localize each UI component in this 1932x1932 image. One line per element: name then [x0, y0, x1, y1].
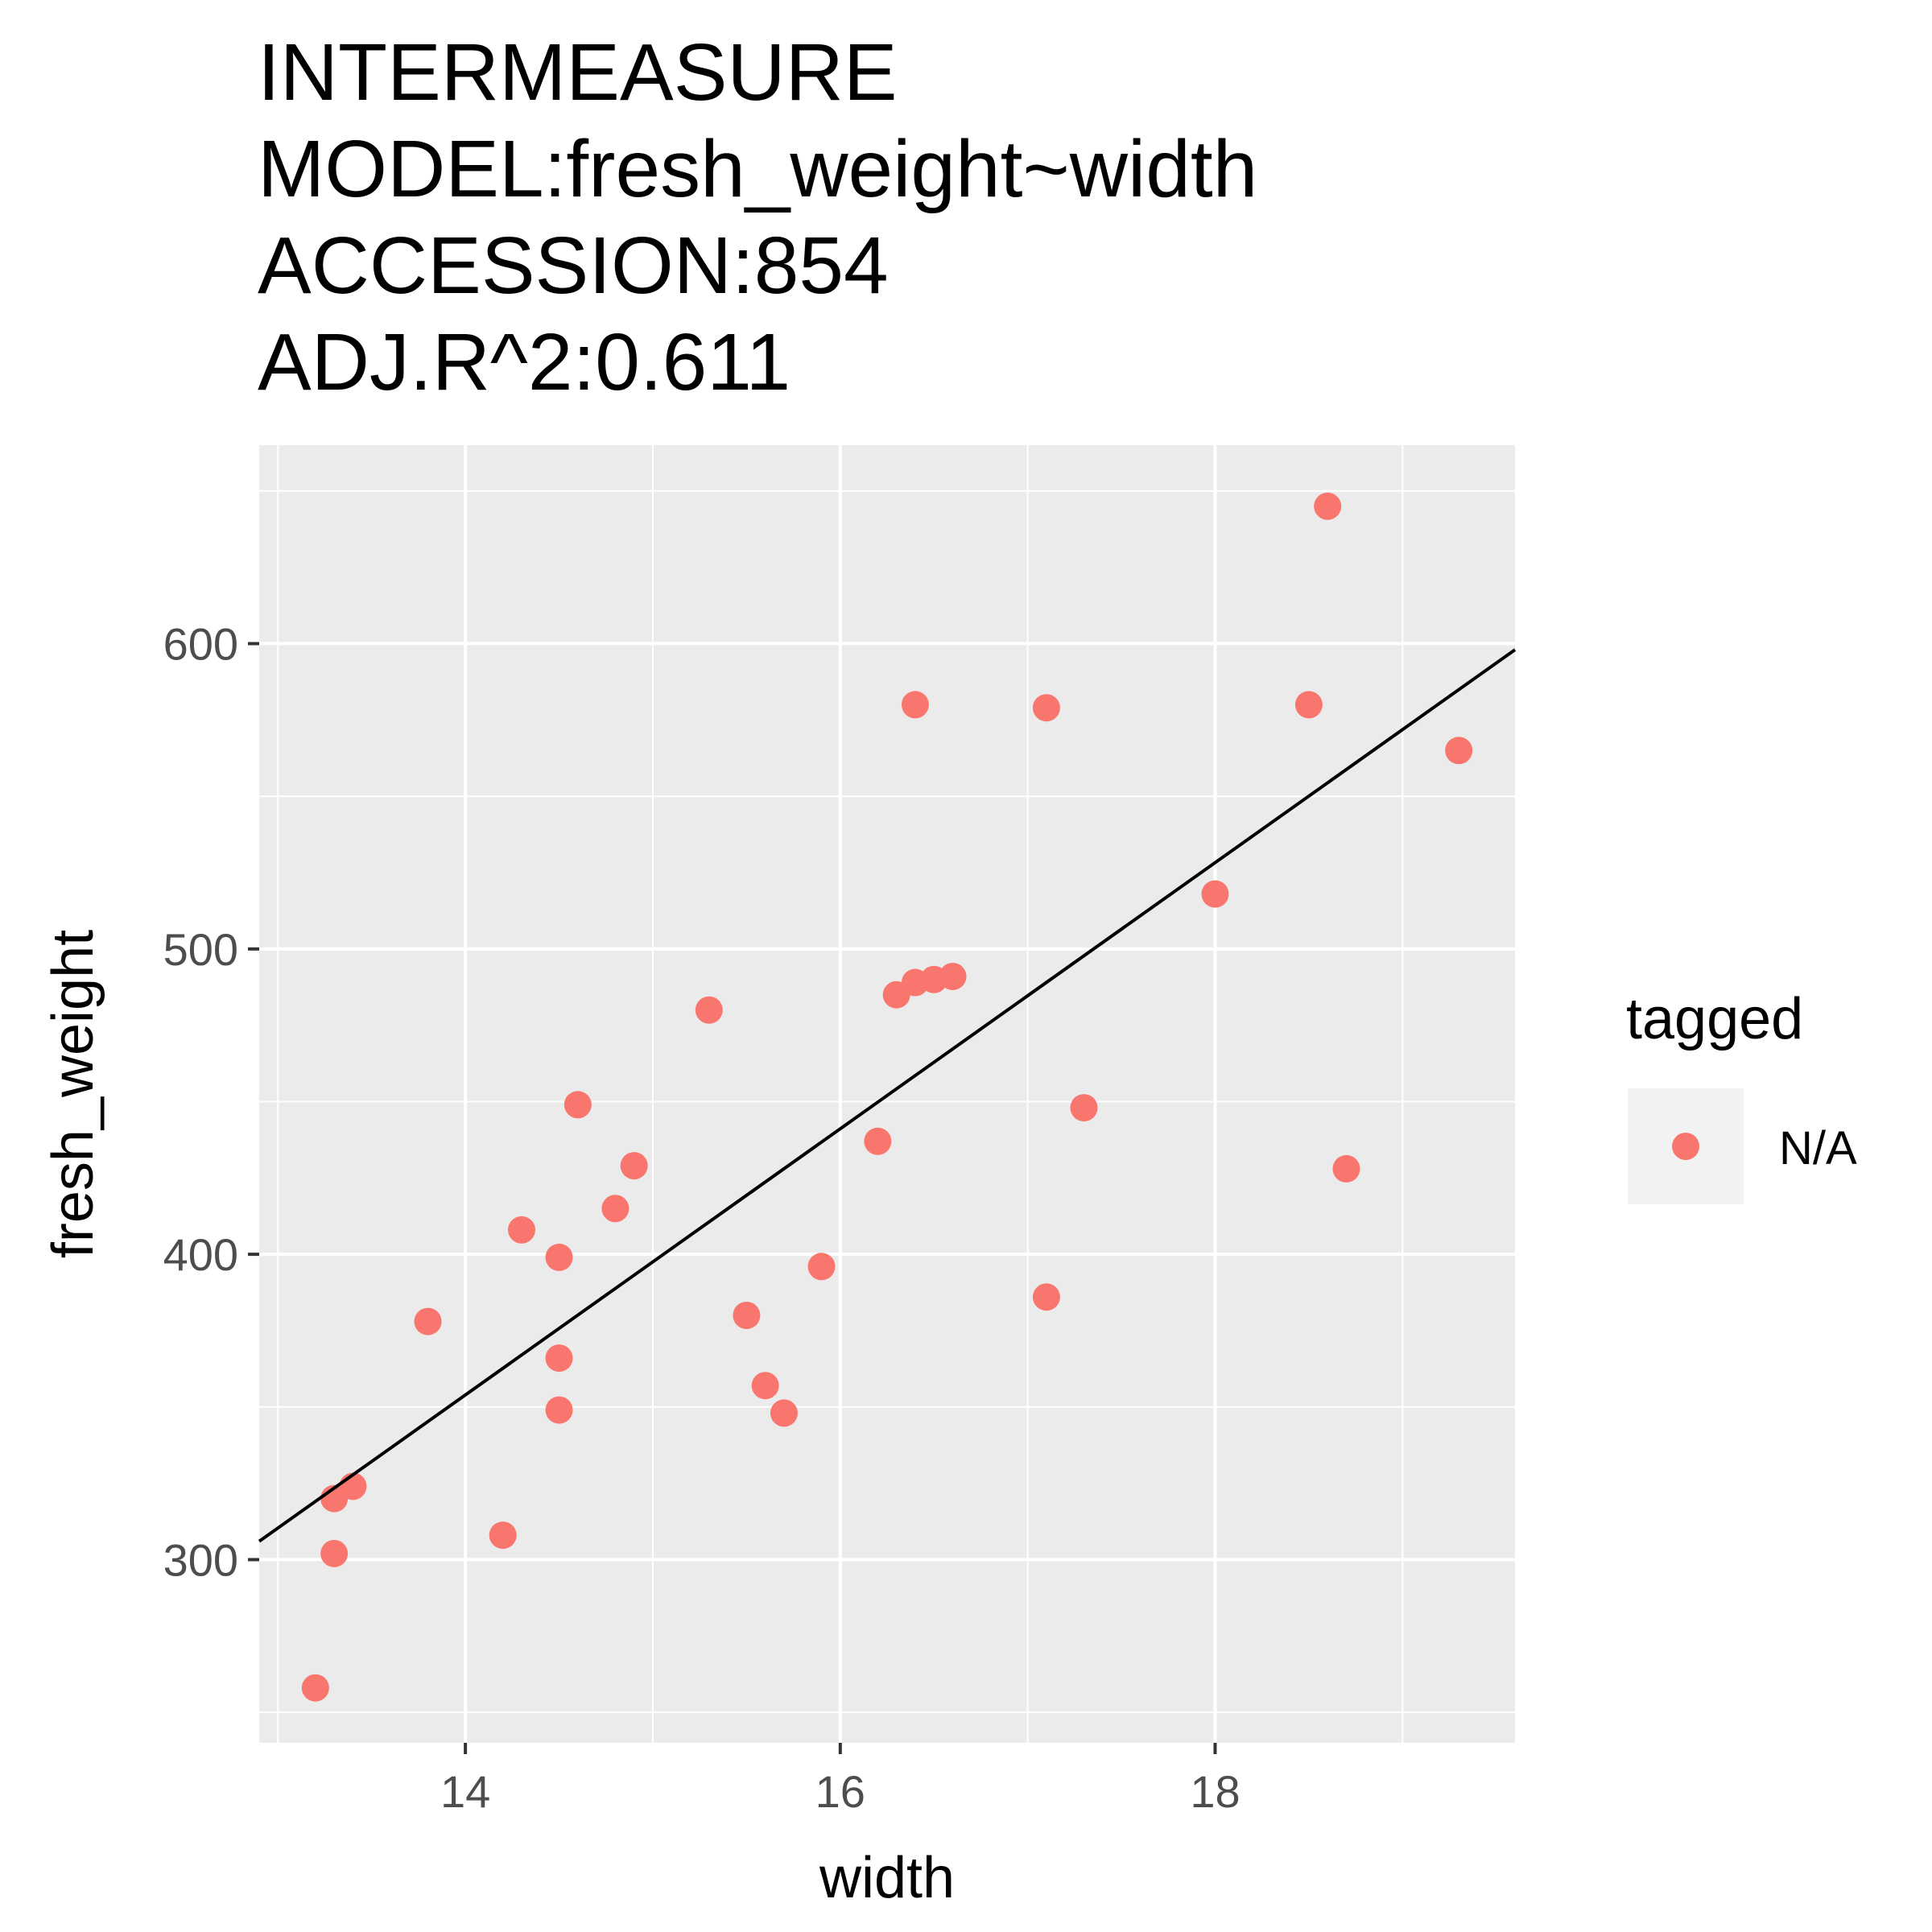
data-point — [939, 962, 967, 990]
data-point — [770, 1399, 798, 1427]
data-point — [414, 1307, 442, 1335]
y-tick-label: 500 — [163, 924, 238, 975]
data-point — [1032, 694, 1060, 722]
tick-labels: 14 16 18 300 400 500 600 — [163, 619, 1241, 1817]
data-point — [1314, 492, 1342, 520]
data-point — [545, 1344, 573, 1373]
legend-title: tagged — [1626, 987, 1803, 1051]
x-tick-label: 18 — [1190, 1766, 1240, 1817]
chart-title: INTERMEASURE MODEL:fresh_weight~width AC… — [258, 24, 1257, 411]
axis-ticks — [248, 642, 1217, 1754]
data-point — [1445, 737, 1473, 765]
data-point — [901, 691, 929, 719]
data-point — [1201, 880, 1229, 908]
data-point — [751, 1372, 779, 1400]
y-tick-label: 300 — [163, 1534, 238, 1585]
title-line-4: ADJ.R^2:0.611 — [258, 317, 791, 407]
legend: tagged N/A — [1626, 987, 1857, 1204]
data-point — [1070, 1094, 1098, 1122]
title-line-3: ACCESSION:854 — [258, 221, 889, 311]
data-point — [807, 1253, 836, 1281]
major-gridlines — [259, 445, 1515, 1743]
data-point — [695, 996, 723, 1024]
data-point — [339, 1472, 367, 1501]
y-tick-label: 600 — [163, 619, 238, 670]
data-point — [620, 1152, 648, 1180]
data-point — [1032, 1283, 1060, 1311]
minor-gridlines — [259, 445, 1515, 1743]
x-tick-label: 16 — [815, 1766, 865, 1817]
data-point — [1332, 1154, 1360, 1183]
data-points — [301, 492, 1473, 1702]
title-line-2: MODEL:fresh_weight~width — [258, 124, 1258, 214]
x-axis-title: width — [819, 1846, 955, 1910]
data-point — [545, 1243, 573, 1271]
data-point — [545, 1396, 573, 1424]
x-tick-label: 14 — [440, 1766, 490, 1817]
y-tick-label: 400 — [163, 1229, 238, 1280]
legend-key-point — [1672, 1133, 1699, 1160]
regression-line — [258, 648, 1517, 1543]
title-line-1: INTERMEASURE — [258, 27, 898, 118]
y-axis-title: fresh_weight — [41, 930, 105, 1258]
data-point — [301, 1674, 329, 1702]
data-point — [564, 1091, 592, 1119]
data-point — [1294, 691, 1323, 719]
data-point — [864, 1127, 892, 1155]
data-point — [733, 1301, 761, 1329]
data-point — [601, 1195, 630, 1223]
data-point — [320, 1539, 349, 1567]
legend-label: N/A — [1779, 1122, 1857, 1174]
data-point — [489, 1521, 517, 1550]
data-point — [507, 1216, 535, 1244]
